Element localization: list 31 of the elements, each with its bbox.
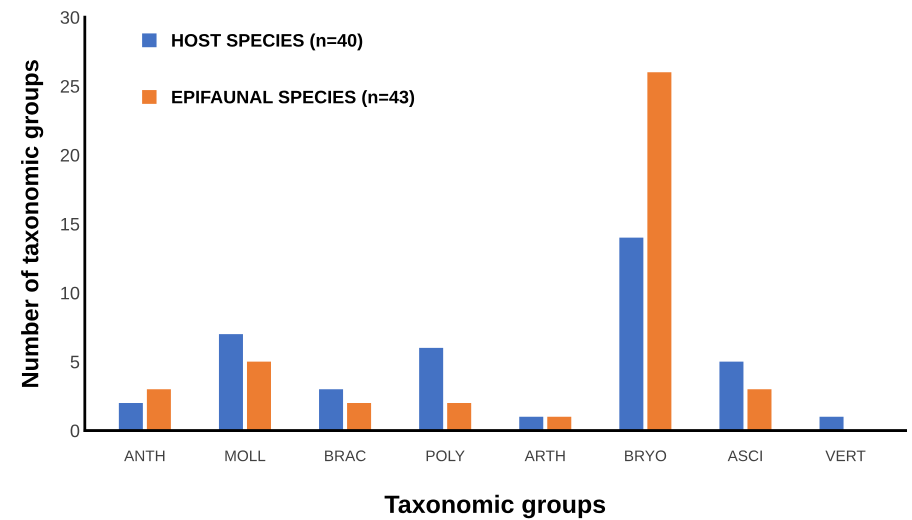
legend-label: EPIFAUNAL SPECIES (n=43): [172, 90, 414, 107]
x-tick-label: ARTH: [524, 450, 565, 462]
bar: [118, 403, 143, 431]
x-tick-label: ASCI: [728, 450, 762, 462]
x-tick-label: BRYO: [625, 450, 666, 462]
bar: [146, 389, 171, 431]
y-tick-label: 15: [61, 218, 80, 231]
bar: [246, 362, 271, 431]
y-tick-label: 5: [70, 356, 80, 368]
y-tick-label: 10: [61, 286, 80, 300]
bar: [447, 403, 472, 431]
bar: [719, 362, 744, 431]
y-axis-title: Number of taxonomic groups: [21, 60, 44, 387]
x-tick-label: VERT: [825, 450, 866, 462]
bar: [347, 403, 372, 431]
y-tick-label: 20: [60, 148, 80, 162]
x-tick-label: BRAC: [325, 450, 366, 462]
bar: [747, 389, 772, 431]
y-tick-label: 25: [60, 80, 80, 93]
bar: [419, 348, 444, 431]
bar: [647, 72, 672, 431]
x-tick-label: MOLL: [225, 450, 266, 462]
x-tick-label: POLY: [426, 450, 465, 462]
bar: [619, 238, 644, 431]
y-tick-label: 30: [60, 11, 80, 24]
x-tick-label: ANTH: [124, 450, 164, 462]
y-tick-label: 0: [70, 424, 80, 438]
x-axis-title: Taxonomic groups: [384, 494, 606, 518]
bar: [319, 389, 344, 431]
bar: [218, 334, 243, 431]
legend-label: HOST SPECIES (n=40): [172, 34, 362, 50]
